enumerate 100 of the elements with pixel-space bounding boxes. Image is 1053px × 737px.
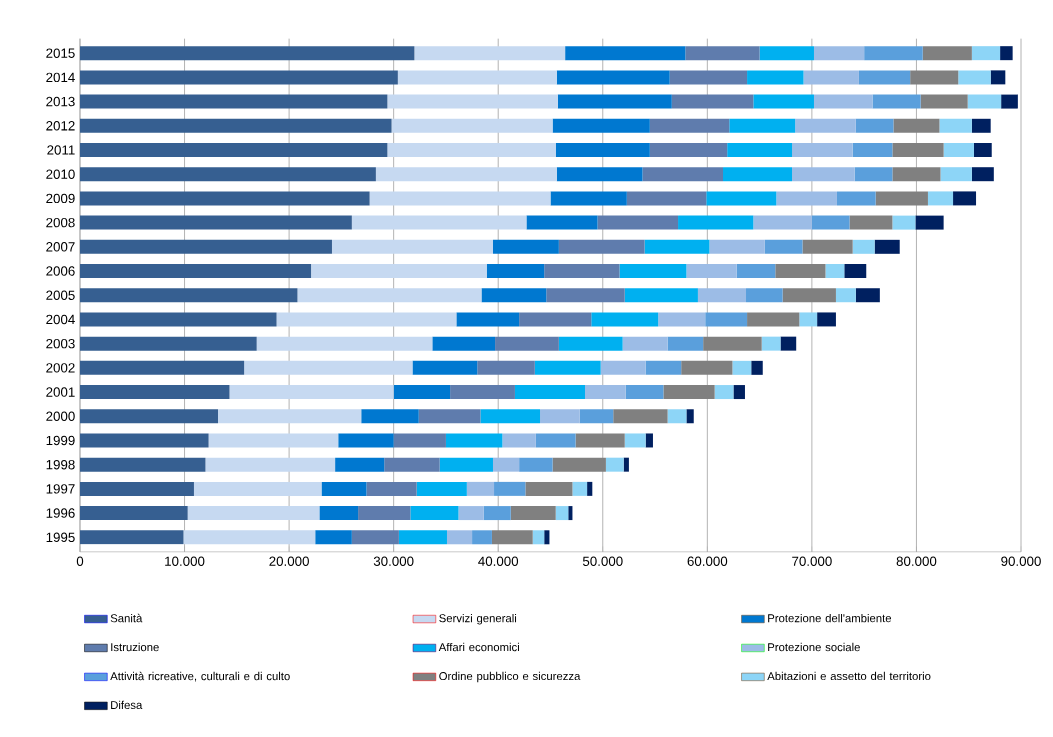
bar (546, 288, 625, 303)
y-tick-label: 2008 (46, 217, 75, 228)
bar (418, 409, 481, 424)
x-tick-label: 0 (76, 556, 84, 566)
bar (587, 481, 593, 496)
bar (393, 385, 451, 400)
bar (351, 215, 527, 230)
bar (79, 142, 388, 157)
bar (387, 94, 558, 109)
bar (79, 288, 298, 303)
bar (556, 70, 670, 85)
bar (685, 46, 760, 61)
bar (187, 506, 320, 521)
bar (729, 118, 796, 133)
bar (849, 215, 893, 230)
bar (384, 457, 440, 472)
bar (534, 360, 601, 375)
bar (703, 336, 762, 351)
bar (526, 215, 598, 230)
bar (802, 239, 853, 254)
bar (943, 142, 974, 157)
bar (558, 239, 645, 254)
bar (358, 506, 411, 521)
bar (858, 70, 911, 85)
bar (514, 385, 585, 400)
bar (1000, 46, 1013, 61)
y-tick-label: 2007 (46, 242, 75, 252)
legend-label: Affari economici (438, 642, 519, 652)
bar (605, 457, 624, 472)
bar (855, 118, 894, 133)
y-tick-label: 2013 (46, 96, 75, 107)
bar (645, 360, 682, 375)
bar (747, 312, 800, 327)
legend-label: Servizi generali (439, 613, 517, 625)
bar (555, 506, 569, 521)
bar (458, 506, 484, 521)
bar (747, 70, 804, 85)
bar (761, 336, 781, 351)
bar (753, 94, 814, 109)
bar (552, 457, 606, 472)
bar (480, 409, 541, 424)
bar (79, 312, 277, 327)
bar (393, 433, 446, 448)
bar (597, 215, 679, 230)
bar (706, 191, 777, 206)
y-tick-label: 2004 (46, 314, 75, 325)
x-tick-label: 70.000 (792, 556, 832, 566)
bar (872, 94, 921, 109)
bar (557, 94, 672, 109)
bar (795, 118, 856, 133)
bar (79, 70, 398, 85)
bar (79, 433, 209, 448)
bar (622, 336, 668, 351)
bar (825, 264, 845, 278)
bar (335, 457, 385, 472)
bar (920, 94, 968, 109)
bar (556, 167, 643, 182)
bar (331, 239, 493, 254)
x-tick-label: 30.000 (373, 556, 414, 566)
bar (852, 239, 875, 254)
x-tick-label: 40.000 (478, 556, 519, 566)
bar (813, 46, 865, 61)
legend-label: Sanità (110, 613, 143, 623)
bar (491, 530, 533, 545)
bar (973, 142, 992, 157)
bar (79, 94, 388, 109)
bar (205, 457, 336, 472)
bar (297, 288, 482, 303)
y-tick-label: 2001 (46, 387, 75, 397)
y-tick-label: 2010 (46, 169, 75, 179)
y-tick-label: 1996 (46, 508, 75, 518)
bar (732, 360, 752, 375)
bar (613, 409, 668, 424)
bar (229, 385, 394, 400)
bar (669, 70, 748, 85)
bar (922, 46, 972, 61)
bar (645, 433, 653, 448)
bar (412, 360, 478, 375)
x-tick-label: 60.000 (687, 556, 728, 566)
bar (555, 142, 650, 157)
bar (79, 118, 392, 133)
bar (477, 360, 535, 375)
bar (79, 167, 376, 182)
bar (649, 142, 728, 157)
bar (208, 433, 339, 448)
bar (510, 506, 556, 521)
bar (782, 288, 836, 303)
legend-label: Difesa (111, 700, 143, 710)
bar (686, 409, 694, 424)
bar (764, 239, 803, 254)
bar (319, 506, 359, 521)
bar (495, 336, 559, 351)
bar (625, 385, 664, 400)
bar (276, 312, 457, 327)
legend-label: Istruzione (111, 642, 159, 652)
bar (483, 506, 511, 521)
bar (369, 191, 551, 206)
bar (315, 530, 352, 545)
bar (79, 506, 188, 521)
bar (79, 215, 352, 230)
